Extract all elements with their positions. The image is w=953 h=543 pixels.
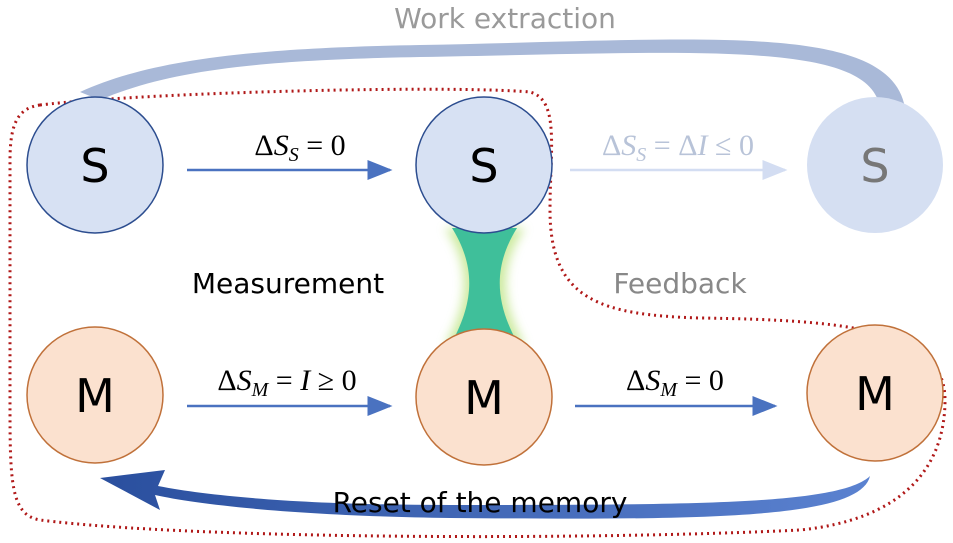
label-part: ≤ 0: [708, 129, 754, 162]
work-arrow: [80, 39, 905, 108]
label-part: S: [274, 129, 289, 162]
label-part: ≥ 0: [310, 364, 356, 397]
node: M: [806, 324, 944, 462]
edge-label: ΔSS = ΔI ≤ 0: [602, 129, 754, 166]
label-part: S: [289, 144, 299, 166]
node: S: [26, 96, 164, 234]
edge-label: ΔSM = 0: [626, 364, 724, 401]
label-part: = Δ: [646, 129, 697, 162]
reset-label: Reset of the memory: [333, 486, 628, 519]
node: S: [807, 97, 943, 233]
label-part: S: [237, 364, 252, 397]
work-label: Work extraction: [394, 2, 616, 35]
label-part: Δ: [217, 364, 236, 397]
node: M: [26, 326, 164, 464]
label-part: =: [268, 364, 300, 397]
node-label: S: [469, 139, 498, 193]
label-part: S: [621, 129, 636, 162]
label-part: S: [645, 364, 660, 397]
feedback-label: Feedback: [613, 267, 747, 300]
node-label: S: [80, 139, 109, 193]
edge-label: ΔSM = I ≥ 0: [217, 364, 356, 401]
label-part: M: [659, 379, 678, 401]
node-label: M: [855, 367, 895, 421]
node-label: M: [75, 369, 115, 423]
node-label: S: [860, 139, 889, 193]
enclosure: [8, 87, 947, 539]
label-part: Δ: [626, 364, 645, 397]
label-part: M: [251, 379, 270, 401]
measurement-label: Measurement: [192, 267, 384, 300]
node-label: M: [464, 371, 504, 425]
label-part: = 0: [677, 364, 724, 397]
node: S: [415, 96, 553, 234]
label-part: = 0: [299, 129, 346, 162]
label-part: I: [697, 129, 710, 162]
label-part: S: [636, 144, 646, 166]
reset-arrow: [100, 470, 870, 519]
correlation: [452, 228, 517, 342]
label-part: Δ: [254, 129, 273, 162]
edge-label: ΔSS = 0: [254, 129, 345, 166]
label-part: Δ: [602, 129, 621, 162]
node: M: [415, 328, 553, 466]
label-part: I: [299, 364, 312, 397]
